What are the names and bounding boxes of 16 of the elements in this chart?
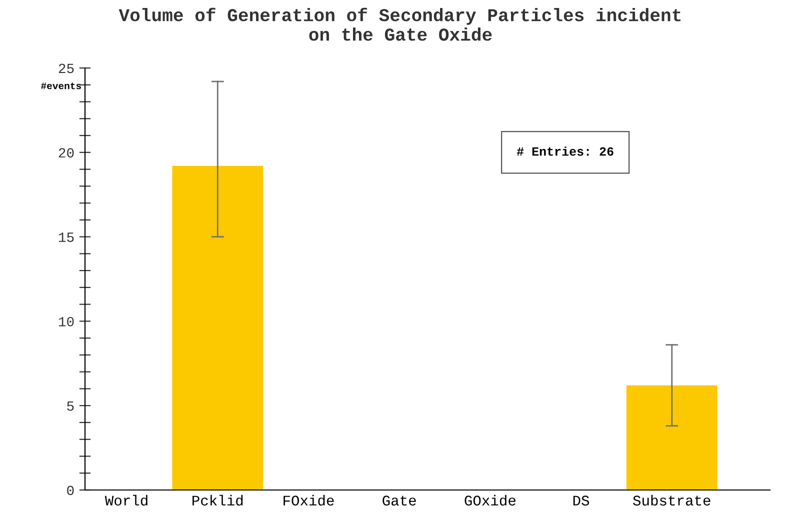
- y-axis-title: #events: [41, 82, 81, 90]
- y-tick-label: 20: [58, 148, 74, 158]
- x-tick-label: Pcklid: [192, 494, 243, 506]
- x-tick-label: Gate: [382, 496, 416, 506]
- x-tick-label: World: [104, 494, 148, 506]
- annotation: # Entries: 26: [516, 146, 614, 156]
- y-tick-label: 5: [67, 401, 74, 411]
- y-tick-label: 10: [58, 316, 74, 326]
- x-tick-label: FOxide: [284, 494, 334, 506]
- x-tick-label: DS: [573, 496, 590, 506]
- x-tick-label: Substrate: [633, 494, 710, 506]
- x-tick-label: GOxide: [464, 494, 516, 506]
- y-tick-label: 0: [67, 486, 74, 496]
- chart-title: Volume of Generation of Secondary Particles incident on the Gate Oxide: [118, 8, 680, 41]
- y-tick-label: 25: [58, 64, 74, 74]
- y-tick-label: 15: [58, 232, 74, 242]
